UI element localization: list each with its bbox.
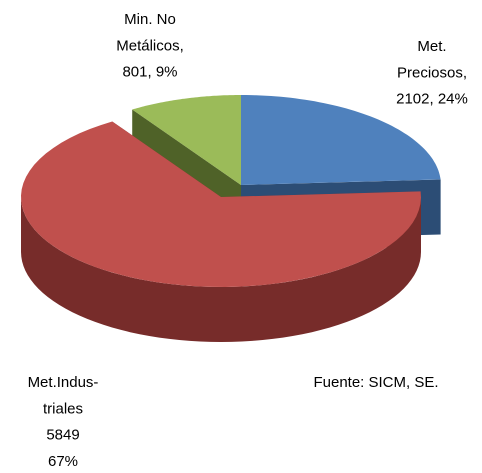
data-label: triales	[43, 400, 83, 417]
source-note: Fuente: SICM, SE.	[313, 374, 438, 391]
slice-side	[21, 197, 421, 342]
data-label: Met.Indus-	[28, 374, 99, 391]
data-label: Preciosos,	[397, 64, 467, 81]
data-label: 801, 9%	[122, 64, 177, 81]
slice	[241, 95, 441, 185]
data-label: 2102, 24%	[396, 91, 468, 108]
data-label: 67%	[48, 453, 78, 470]
data-label: Met.	[417, 38, 446, 55]
slice	[21, 121, 421, 287]
data-label: 5849	[46, 427, 79, 444]
data-label: Min. No	[124, 11, 176, 28]
slice	[132, 95, 241, 185]
data-label: Metálicos,	[116, 37, 184, 54]
